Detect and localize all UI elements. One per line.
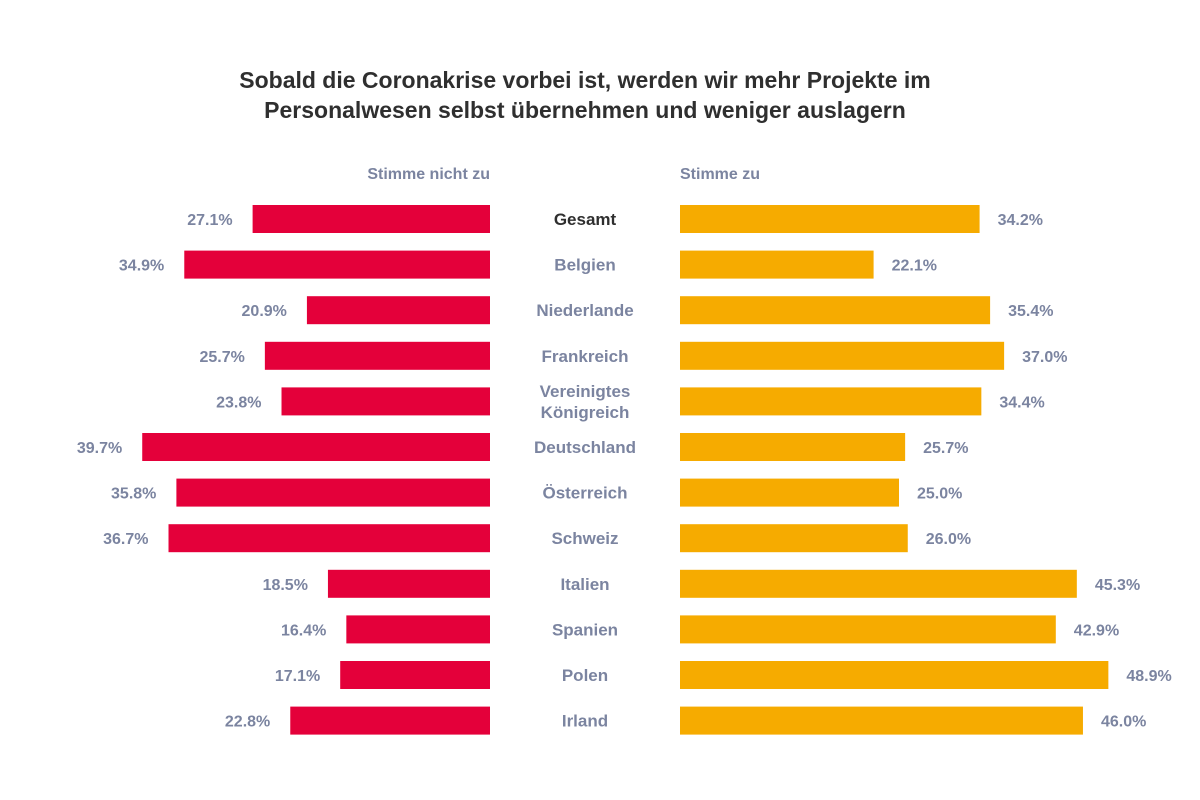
bar-disagree: [327, 569, 490, 598]
bar-disagree: [264, 341, 490, 370]
series-header-disagree: Stimme nicht zu: [367, 166, 490, 183]
bar-agree: [680, 296, 991, 325]
bar-agree: [680, 569, 1077, 598]
chart-title-line: Sobald die Coronakrise vorbei ist, werde…: [239, 67, 930, 93]
bar-disagree: [184, 250, 490, 279]
value-label-disagree: 17.1%: [275, 668, 320, 685]
bar-disagree: [340, 661, 490, 689]
value-label-agree: 46.0%: [1101, 714, 1146, 731]
bar-agree: [680, 250, 874, 279]
value-label-disagree: 36.7%: [103, 531, 148, 548]
value-label-disagree: 22.8%: [225, 714, 270, 731]
value-label-agree: 37.0%: [1022, 349, 1067, 366]
category-label: Belgien: [554, 256, 615, 275]
bar-disagree: [176, 478, 490, 507]
chart-row: 20.9% 35.4% Niederlande: [242, 296, 1053, 325]
bar-disagree: [168, 524, 490, 553]
chart-row: 34.9% 22.1% Belgien: [119, 250, 937, 279]
chart-row: 27.1% 34.2% Gesamt: [187, 205, 1043, 233]
category-label: Schweiz: [551, 529, 618, 548]
chart-rows: 27.1% 34.2% Gesamt 34.9% 22.1% Belgien 20.9% 35…: [77, 205, 1172, 735]
value-label-disagree: 18.5%: [263, 577, 308, 594]
bar-disagree: [252, 205, 490, 233]
bar-agree: [680, 706, 1083, 735]
value-label-disagree: 16.4%: [281, 622, 326, 639]
bar-agree: [680, 341, 1005, 370]
bar-disagree: [281, 387, 490, 416]
value-label-agree: 25.7%: [923, 440, 968, 457]
value-label-agree: 26.0%: [926, 531, 971, 548]
category-label: Niederlande: [536, 301, 633, 320]
value-label-disagree: 25.7%: [199, 349, 244, 366]
bar-agree: [680, 387, 982, 416]
chart-row: 36.7% 26.0% Schweiz: [103, 524, 971, 553]
chart-row: 23.8% 34.4% Vereinigtes Königreich: [216, 382, 1045, 422]
category-label: Italien: [560, 575, 609, 594]
category-label: Gesamt: [554, 210, 617, 229]
value-label-agree: 34.2%: [998, 212, 1043, 229]
value-label-disagree: 35.8%: [111, 486, 156, 503]
bar-disagree: [306, 296, 490, 325]
category-label: Polen: [562, 666, 608, 685]
value-label-disagree: 27.1%: [187, 212, 232, 229]
bar-agree: [680, 524, 908, 553]
bar-disagree: [142, 433, 490, 461]
chart-row: 22.8% 46.0% Irland: [225, 706, 1146, 735]
bar-agree: [680, 433, 906, 461]
category-label: Irland: [562, 712, 608, 731]
category-label: Deutschland: [534, 438, 636, 457]
category-label: Frankreich: [542, 347, 629, 366]
category-label: Vereinigtes: [540, 382, 631, 401]
chart-title-line: Personalwesen selbst übernehmen und weni…: [264, 97, 906, 123]
bar-disagree: [346, 615, 490, 644]
value-label-agree: 35.4%: [1008, 303, 1053, 320]
value-label-agree: 42.9%: [1074, 622, 1119, 639]
series-header-agree: Stimme zu: [680, 166, 760, 183]
value-label-agree: 22.1%: [892, 258, 937, 275]
bar-agree: [680, 661, 1109, 689]
chart-row: 39.7% 25.7% Deutschland: [77, 433, 969, 461]
chart-row: 18.5% 45.3% Italien: [263, 569, 1140, 598]
category-label: Spanien: [552, 620, 618, 639]
value-label-agree: 48.9%: [1126, 668, 1171, 685]
chart-row: 16.4% 42.9% Spanien: [281, 615, 1119, 644]
value-label-disagree: 39.7%: [77, 440, 122, 457]
chart-row: 17.1% 48.9% Polen: [275, 661, 1172, 689]
category-label: Königreich: [541, 403, 630, 422]
chart-row: 35.8% 25.0% Österreich: [111, 478, 962, 507]
chart-title: Sobald die Coronakrise vorbei ist, werde…: [239, 67, 930, 123]
value-label-agree: 25.0%: [917, 486, 962, 503]
value-label-disagree: 34.9%: [119, 258, 164, 275]
value-label-agree: 45.3%: [1095, 577, 1140, 594]
value-label-agree: 34.4%: [999, 394, 1044, 411]
value-label-disagree: 23.8%: [216, 394, 261, 411]
value-label-disagree: 20.9%: [242, 303, 287, 320]
bar-agree: [680, 205, 980, 233]
bar-agree: [680, 478, 899, 507]
category-label: Österreich: [542, 484, 627, 503]
bar-disagree: [290, 706, 490, 735]
bar-agree: [680, 615, 1056, 644]
chart-row: 25.7% 37.0% Frankreich: [199, 341, 1067, 370]
